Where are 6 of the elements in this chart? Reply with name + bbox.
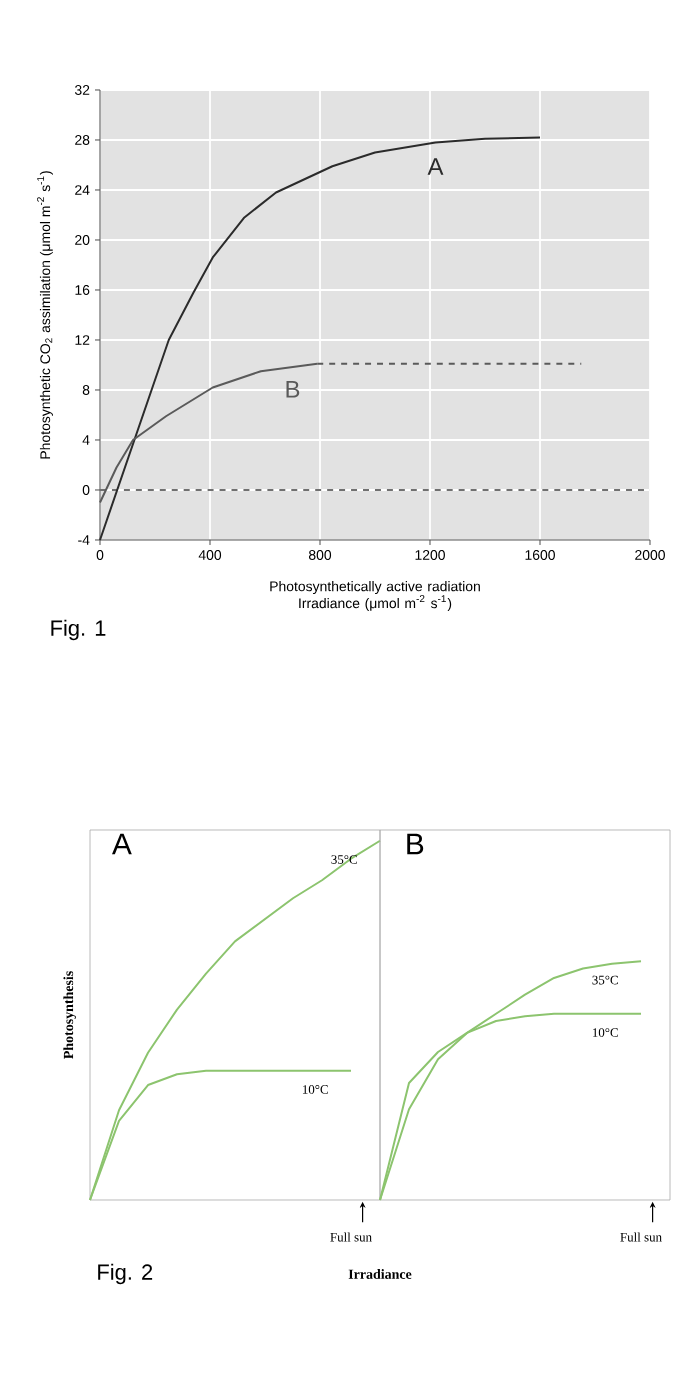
series-label: B xyxy=(286,381,300,398)
series-label: A xyxy=(427,158,444,175)
chart-title: B xyxy=(407,833,424,855)
caption: Fig. 2 xyxy=(98,1263,153,1285)
caption: Fig. 1 xyxy=(51,619,106,641)
chart-title: A xyxy=(111,833,132,855)
